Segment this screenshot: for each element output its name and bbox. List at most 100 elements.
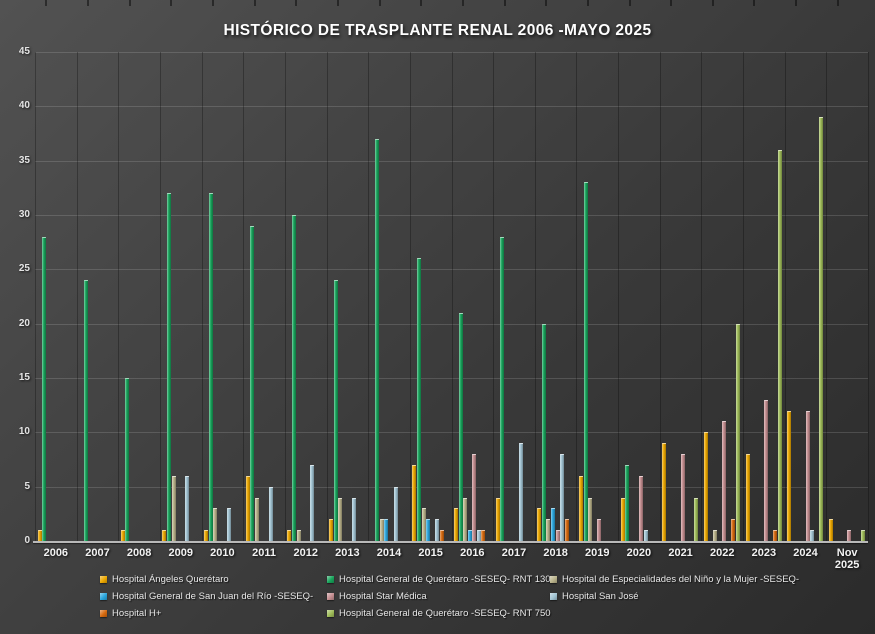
bar-2014	[379, 519, 384, 542]
top-edge-tick	[586, 0, 589, 6]
y-tick-label: 10	[18, 426, 30, 438]
legend-label: Hospital H+	[112, 608, 162, 619]
bar-2016	[454, 508, 458, 542]
category-gridline	[243, 52, 245, 541]
top-edge-tick	[836, 0, 839, 6]
bar-2017	[500, 236, 505, 542]
x-tick-label: 2007	[85, 547, 110, 559]
bar-2006	[42, 236, 47, 542]
bar-2010	[213, 508, 218, 542]
bar-2020	[620, 497, 625, 542]
legend-swatch-icon	[327, 610, 334, 617]
y-tick-label: 5	[24, 480, 30, 492]
bar-2014	[375, 138, 380, 542]
bar-2008	[120, 530, 125, 542]
bar-2011	[254, 497, 259, 542]
bar-2013	[333, 280, 338, 542]
legend-item: Hospital de Especialidades del Niño y la…	[550, 573, 820, 586]
category-gridline	[201, 52, 203, 541]
top-edge-tick	[670, 0, 673, 6]
x-tick-label: 2016	[460, 547, 485, 559]
category-gridline	[868, 52, 869, 541]
y-gridline	[35, 52, 868, 53]
bar-2018	[555, 530, 560, 542]
bar-2013	[329, 519, 334, 542]
legend-label: Hospital San José	[562, 591, 639, 602]
y-gridline	[35, 486, 868, 488]
y-gridline	[35, 269, 868, 271]
x-tick-label: 2011	[252, 547, 276, 559]
legend-label: Hospital Ángeles Querétaro	[112, 574, 229, 585]
category-gridline	[659, 52, 661, 541]
y-gridline	[35, 106, 868, 108]
x-tick-label: 2017	[501, 547, 527, 559]
bar-2022	[722, 421, 727, 542]
legend: Hospital Ángeles Querétaro Hospital Gener…	[100, 573, 820, 620]
bar-2012	[291, 215, 296, 542]
bar-2019	[588, 497, 593, 542]
bar-2015	[412, 464, 417, 542]
legend-swatch-icon	[327, 593, 334, 600]
legend-label: Hospital de Especialidades del Niño y la…	[562, 574, 800, 585]
y-tick-label: 40	[18, 100, 30, 112]
x-tick-label: 2008	[126, 547, 152, 559]
bar-2011	[268, 486, 273, 542]
category-gridline	[35, 52, 36, 541]
x-tick-label: 2021	[668, 547, 693, 559]
category-gridline	[784, 52, 786, 541]
bar-2018	[564, 519, 569, 542]
y-gridline	[35, 160, 868, 162]
bar-2014	[393, 486, 398, 542]
bar-Nov-2025	[828, 519, 833, 542]
bar-2010	[208, 193, 213, 542]
top-edge-tick	[503, 0, 506, 6]
bar-2024	[805, 410, 810, 542]
bar-2010	[204, 530, 209, 542]
category-gridline	[493, 52, 495, 541]
bar-Nov-2025	[847, 530, 852, 542]
bar-2019	[583, 182, 588, 542]
top-edge-tick	[336, 0, 339, 6]
bar-2013	[351, 497, 356, 542]
bar-2018	[560, 454, 565, 542]
category-gridline	[368, 52, 370, 541]
x-tick-label: 2022	[709, 547, 735, 559]
bar-2011	[245, 475, 250, 542]
legend-label: Hospital Star Médica	[339, 591, 427, 602]
bar-2007	[83, 280, 88, 542]
top-edge-tick	[212, 0, 214, 6]
legend-item: Hospital General de Querétaro -SESEQ- RN…	[327, 607, 551, 620]
x-tick-label: 2013	[335, 547, 360, 559]
bar-2022	[735, 323, 740, 542]
legend-label: Hospital General de San Juan del Río -SE…	[112, 591, 314, 602]
category-gridline	[743, 52, 745, 541]
bar-2017	[495, 497, 500, 542]
y-tick-label: 45	[18, 46, 30, 57]
category-gridline	[409, 52, 411, 541]
top-edge-tick	[461, 0, 464, 6]
top-edge-tick	[795, 0, 798, 6]
legend-item: Hospital San José	[550, 590, 820, 603]
bar-2018	[546, 519, 551, 542]
category-gridline	[159, 52, 161, 541]
legend-swatch-icon	[550, 593, 557, 600]
x-tick-label: 2006	[43, 547, 69, 559]
x-axis-line	[33, 541, 868, 543]
y-tick-label: 15	[18, 372, 30, 383]
top-edge-tick	[711, 0, 714, 6]
bar-2009	[185, 475, 190, 542]
y-tick-label: 25	[18, 263, 30, 275]
bar-2023	[773, 530, 778, 542]
bar-2024	[810, 530, 815, 542]
bar-2021	[680, 454, 685, 542]
y-tick-label: 20	[18, 317, 30, 329]
category-gridline	[451, 52, 453, 541]
bar-2012	[296, 530, 301, 542]
bar-2016	[458, 312, 463, 542]
bar-2022	[713, 530, 718, 542]
top-edge-tick	[628, 0, 631, 6]
x-tick-label: 2020	[626, 547, 652, 559]
category-gridline	[701, 52, 703, 541]
legend-label: Hospital General de Querétaro -SESEQ- RN…	[339, 574, 551, 585]
